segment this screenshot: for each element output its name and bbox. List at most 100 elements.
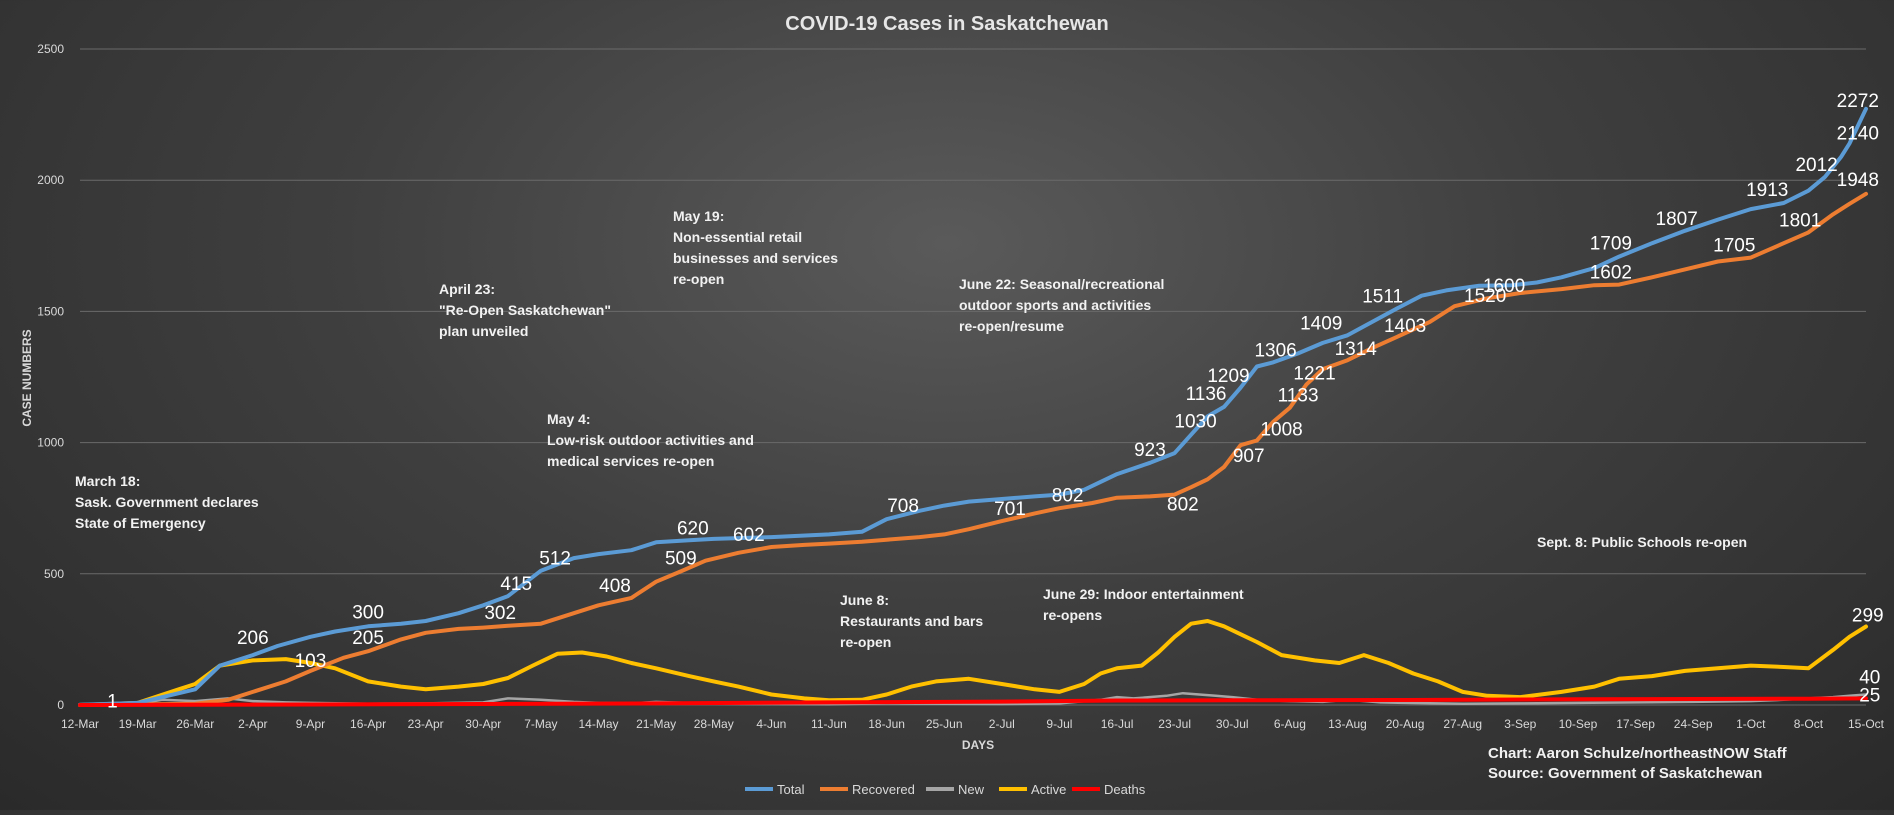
annotation-line: Non-essential retail xyxy=(673,229,802,245)
data-label: 1403 xyxy=(1384,316,1426,337)
legend-label: Recovered xyxy=(852,782,915,797)
y-tick-label: 2000 xyxy=(37,173,64,187)
legend-item-active: Active xyxy=(999,782,1066,797)
data-label: 205 xyxy=(352,628,384,649)
data-label: 907 xyxy=(1233,446,1265,467)
chart-title: COVID-19 Cases in Saskatchewan xyxy=(785,13,1108,35)
data-label: 1602 xyxy=(1590,263,1632,284)
series-line-deaths xyxy=(78,696,1868,707)
annotation-line: plan unveiled xyxy=(439,323,528,339)
x-tick-label: 10-Sep xyxy=(1559,717,1598,731)
x-tick-label: 4-Jun xyxy=(756,717,786,731)
x-tick-label: 2-Jul xyxy=(989,717,1015,731)
legend-item-new: New xyxy=(926,782,985,797)
data-label: 509 xyxy=(665,548,697,569)
x-tick-label: 26-Mar xyxy=(176,717,214,731)
y-axis-label: CASE NUMBERS xyxy=(20,329,34,426)
x-tick-label: 2-Apr xyxy=(238,717,267,731)
data-label: 1511 xyxy=(1362,287,1403,308)
data-label: 1306 xyxy=(1254,340,1296,361)
legend-label: Deaths xyxy=(1104,782,1146,797)
data-label: 206 xyxy=(237,628,269,649)
data-label: 1008 xyxy=(1260,420,1302,441)
x-tick-label: 19-Mar xyxy=(119,717,157,731)
x-tick-label: 30-Jul xyxy=(1216,717,1249,731)
data-label: 802 xyxy=(1167,495,1199,516)
annotation-line: June 8: xyxy=(840,592,889,608)
y-tick-label: 2500 xyxy=(37,42,64,56)
data-label: 300 xyxy=(352,602,384,623)
data-label: 1705 xyxy=(1713,236,1755,257)
data-label: 103 xyxy=(295,651,327,672)
annotation-block: Sept. 8: Public Schools re-open xyxy=(1537,534,1747,550)
annotation-block: June 8: Restaurants and bars re-open xyxy=(840,592,983,650)
annotation-line: March 18: xyxy=(75,473,140,489)
annotation-line: medical services re-open xyxy=(547,453,714,469)
x-tick-label: 23-Jul xyxy=(1158,717,1191,731)
y-tick-label: 0 xyxy=(57,698,64,712)
annotation-line: Restaurants and bars xyxy=(840,613,983,629)
annotation-line: April 23: xyxy=(439,281,495,297)
annotation-block: March 18: Sask. Government declares State … xyxy=(75,473,259,531)
x-tick-label: 23-Apr xyxy=(408,717,444,731)
x-tick-label: 25-Jun xyxy=(926,717,963,731)
data-label: 1314 xyxy=(1335,339,1378,360)
series-line-total xyxy=(78,106,1868,707)
chart-credit: Source: Government of Saskatchewan xyxy=(1488,765,1762,782)
annotation-line: Sask. Government declares xyxy=(75,494,259,510)
legend-label: New xyxy=(958,782,985,797)
annotation-line: Sept. 8: Public Schools re-open xyxy=(1537,534,1747,550)
data-label: 2140 xyxy=(1837,123,1879,144)
annotation-block: May 19: Non-essential retail businesses an… xyxy=(673,208,838,287)
x-tick-label: 28-May xyxy=(694,717,734,731)
x-tick-label: 18-Jun xyxy=(868,717,905,731)
x-tick-label: 8-Oct xyxy=(1794,717,1824,731)
x-tick-label: 1-Oct xyxy=(1736,717,1766,731)
data-label: 1030 xyxy=(1174,412,1216,433)
annotation-line: State of Emergency xyxy=(75,515,206,531)
annotation-line: outdoor sports and activities xyxy=(959,297,1151,313)
data-label: 2012 xyxy=(1795,155,1837,176)
data-label: 1600 xyxy=(1483,276,1525,297)
annotation-line: May 4: xyxy=(547,411,591,427)
data-label: 1913 xyxy=(1746,180,1788,201)
x-tick-label: 20-Aug xyxy=(1386,717,1425,731)
data-label: 1 xyxy=(107,692,118,713)
annotation-line: Low-risk outdoor activities and xyxy=(547,432,754,448)
annotation-line: re-open/resume xyxy=(959,318,1064,334)
annotation-block: May 4: Low-risk outdoor activities and med… xyxy=(547,411,754,469)
series-line-active xyxy=(78,619,1868,707)
data-label: 299 xyxy=(1852,606,1884,627)
data-label: 1209 xyxy=(1207,366,1249,387)
x-tick-label: 27-Aug xyxy=(1443,717,1482,731)
x-tick-label: 21-May xyxy=(636,717,676,731)
annotation-line: re-open xyxy=(673,271,724,287)
annotation-line: businesses and services xyxy=(673,250,838,266)
data-label: 1801 xyxy=(1779,210,1821,231)
data-label: 1948 xyxy=(1837,170,1879,191)
x-tick-label: 14-May xyxy=(579,717,619,731)
x-tick-label: 7-May xyxy=(524,717,557,731)
x-tick-label: 12-Mar xyxy=(61,717,99,731)
data-label: 408 xyxy=(599,576,631,597)
annotation-line: "Re-Open Saskatchewan" xyxy=(439,302,611,318)
data-label: 1133 xyxy=(1278,386,1319,407)
data-label: 512 xyxy=(539,549,571,570)
data-label: 1221 xyxy=(1293,364,1335,385)
annotation-block: April 23: "Re-Open Saskatchewan" plan unve… xyxy=(439,281,611,339)
annotation-line: June 29: Indoor entertainment xyxy=(1043,586,1244,602)
series-line-recovered xyxy=(78,191,1868,707)
data-label: 40 xyxy=(1859,668,1880,689)
data-label: 1520 xyxy=(1464,286,1506,307)
x-tick-label: 11-Jun xyxy=(811,717,847,731)
legend-item-total: Total xyxy=(745,782,805,797)
y-tick-label: 500 xyxy=(44,567,64,581)
annotation-block: June 29: Indoor entertainment re-opens xyxy=(1043,586,1244,623)
legend-label: Active xyxy=(1031,782,1066,797)
y-tick-label: 1000 xyxy=(37,436,64,450)
data-label: 708 xyxy=(887,496,919,517)
x-tick-label: 24-Sep xyxy=(1674,717,1713,731)
chart-credit: Chart: Aaron Schulze/northeastNOW Staff xyxy=(1488,745,1788,762)
